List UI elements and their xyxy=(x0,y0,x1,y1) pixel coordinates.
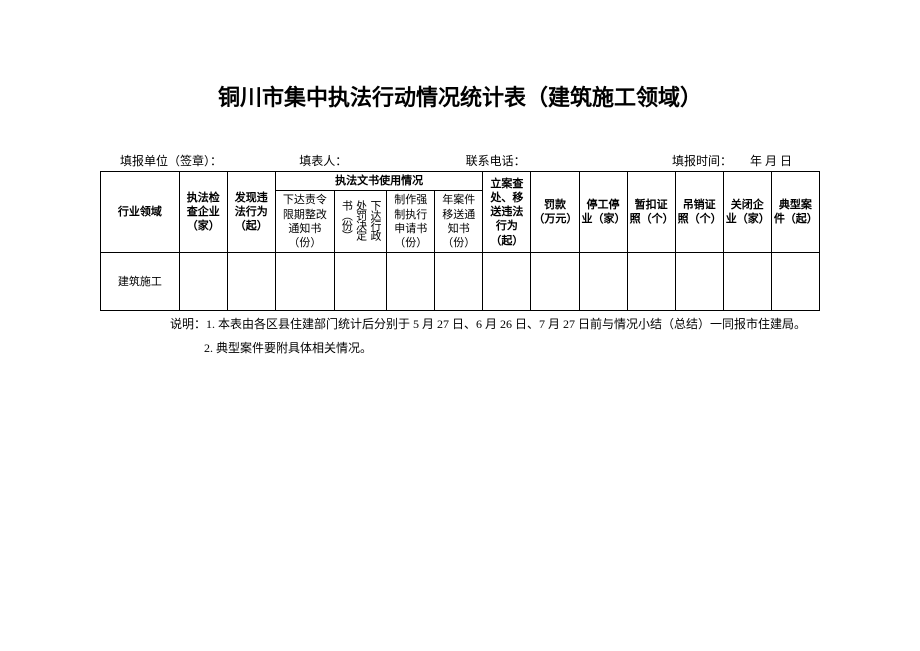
col-penalty-doc: 下达行政处罚决定书（份） xyxy=(334,191,386,253)
col-found: 发现违法行为（起） xyxy=(227,172,275,253)
cell-stop xyxy=(579,253,627,311)
cell-fine xyxy=(531,253,579,311)
cell-transfer xyxy=(435,253,483,311)
col-case: 典型案件（起） xyxy=(771,172,819,253)
cell-enforce xyxy=(387,253,435,311)
row-label: 建筑施工 xyxy=(101,253,180,311)
col-enforce: 制作强制执行申请书（份） xyxy=(387,191,435,253)
col-close: 关闭企业（家） xyxy=(723,172,771,253)
col-suspend: 暂扣证照（个） xyxy=(627,172,675,253)
col-fine: 罚款（万元） xyxy=(531,172,579,253)
unit-label: 填报单位（签章）： xyxy=(120,152,299,169)
cell-filing xyxy=(483,253,531,311)
cell-found xyxy=(227,253,275,311)
stats-table: 行业领域 执法检查企业（家） 发现违法行为（起） 执法文书使用情况 立案查处、移… xyxy=(100,171,820,311)
info-row: 填报单位（签章）： 填表人： 联系电话： 填报时间： 年 月 日 xyxy=(100,152,820,169)
time-label: 填报时间： 年 月 日 xyxy=(632,152,800,169)
notes-line-2: 2. 典型案件要附具体相关情况。 xyxy=(100,339,820,358)
cell-suspend xyxy=(627,253,675,311)
cell-penalty-doc xyxy=(334,253,386,311)
cell-check xyxy=(179,253,227,311)
cell-close xyxy=(723,253,771,311)
col-check: 执法检查企业（家） xyxy=(179,172,227,253)
page-title: 铜川市集中执法行动情况统计表（建筑施工领域） xyxy=(100,80,820,112)
col-stop: 停工停业（家） xyxy=(579,172,627,253)
col-order: 下达责令限期整改通知书（份） xyxy=(275,191,334,253)
col-industry: 行业领域 xyxy=(101,172,180,253)
cell-case xyxy=(771,253,819,311)
cell-order xyxy=(275,253,334,311)
col-revoke: 吊销证照（个） xyxy=(675,172,723,253)
col-docs-group: 执法文书使用情况 xyxy=(275,172,483,191)
col-filing: 立案查处、移送违法行为（起） xyxy=(483,172,531,253)
table-data-row: 建筑施工 xyxy=(101,253,820,311)
col-transfer: 年案件移送通知书（份） xyxy=(435,191,483,253)
table-header-row-1: 行业领域 执法检查企业（家） 发现违法行为（起） 执法文书使用情况 立案查处、移… xyxy=(101,172,820,191)
cell-revoke xyxy=(675,253,723,311)
phone-label: 联系电话： xyxy=(466,152,632,169)
filler-label: 填表人： xyxy=(299,152,465,169)
notes-line-1: 说明：1. 本表由各区县住建部门统计后分别于 5 月 27 日、6 月 26 日… xyxy=(100,315,820,334)
